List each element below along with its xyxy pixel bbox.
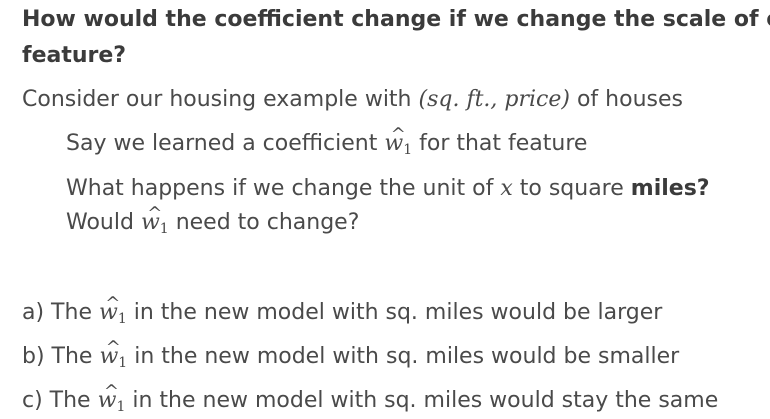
hat-mark: ^ [103,381,120,402]
hat-mark: ^ [105,293,121,314]
option-a-suffix: in the new model with sq. miles would be… [126,300,663,325]
intro-prefix: Consider our housing example with [22,87,419,112]
intro-text: Consider our housing example with (sq. f… [22,87,683,113]
w-letter: w [384,131,404,156]
w1-symbol: ^ w1 [98,293,127,327]
bullet-coefficient: Say we learned a coefficient ^ w1 for tha… [66,124,588,158]
w1-symbol: ^ w1 [97,381,126,415]
w-subscript: 1 [118,355,128,371]
w1-symbol: ^ w1 [99,337,128,371]
w-subscript: 1 [117,311,127,327]
intro-math: (sq. ft., price) [418,87,570,112]
option-a: a) The ^ w1 in the new model with sq. mil… [22,293,663,327]
option-c: c) The ^ w1 in the new model with sq. mil… [22,381,719,415]
intro-suffix: of houses [569,87,683,112]
unit-change-middle: to square [512,176,631,201]
w-letter: w [140,210,160,235]
x-variable: x [500,176,513,201]
option-b-suffix: in the new model with sq. miles would be… [127,344,680,369]
option-b-prefix: b) The [22,344,100,369]
hat-mark: ^ [390,124,406,145]
w-letter: w [99,344,119,369]
bullet-unit-change-line-2: Would ^ w1 need to change? [66,203,360,237]
would-suffix: need to change? [168,210,360,235]
option-b: b) The ^ w1 in the new model with sq. mil… [22,337,680,371]
unit-change-prefix: What happens if we change the unit of [66,176,501,201]
option-a-prefix: a) The [22,300,99,325]
bullet-coefficient-prefix: Say we learned a coefficient [66,131,385,156]
w1-symbol: ^ w1 [140,203,169,237]
would-prefix: Would [66,210,141,235]
hat-mark: ^ [105,337,121,358]
bullet-coefficient-suffix: for that feature [412,131,588,156]
w-subscript: 1 [116,399,126,415]
option-c-suffix: in the new model with sq. miles would st… [125,388,719,413]
w-subscript: 1 [159,221,169,237]
slide-title-line-2: feature? [22,43,127,68]
w-letter: w [97,388,117,413]
w-subscript: 1 [403,142,413,158]
bullet-unit-change-line-1: What happens if we change the unit of x … [66,176,710,202]
w1-symbol: ^ w1 [384,124,413,158]
hat-mark: ^ [147,203,163,224]
w-letter: w [98,300,118,325]
option-c-prefix: c) The [22,388,98,413]
unit-change-bold: miles? [630,176,710,201]
slide-title-line-1: How would the coefficient change if we c… [22,7,770,32]
